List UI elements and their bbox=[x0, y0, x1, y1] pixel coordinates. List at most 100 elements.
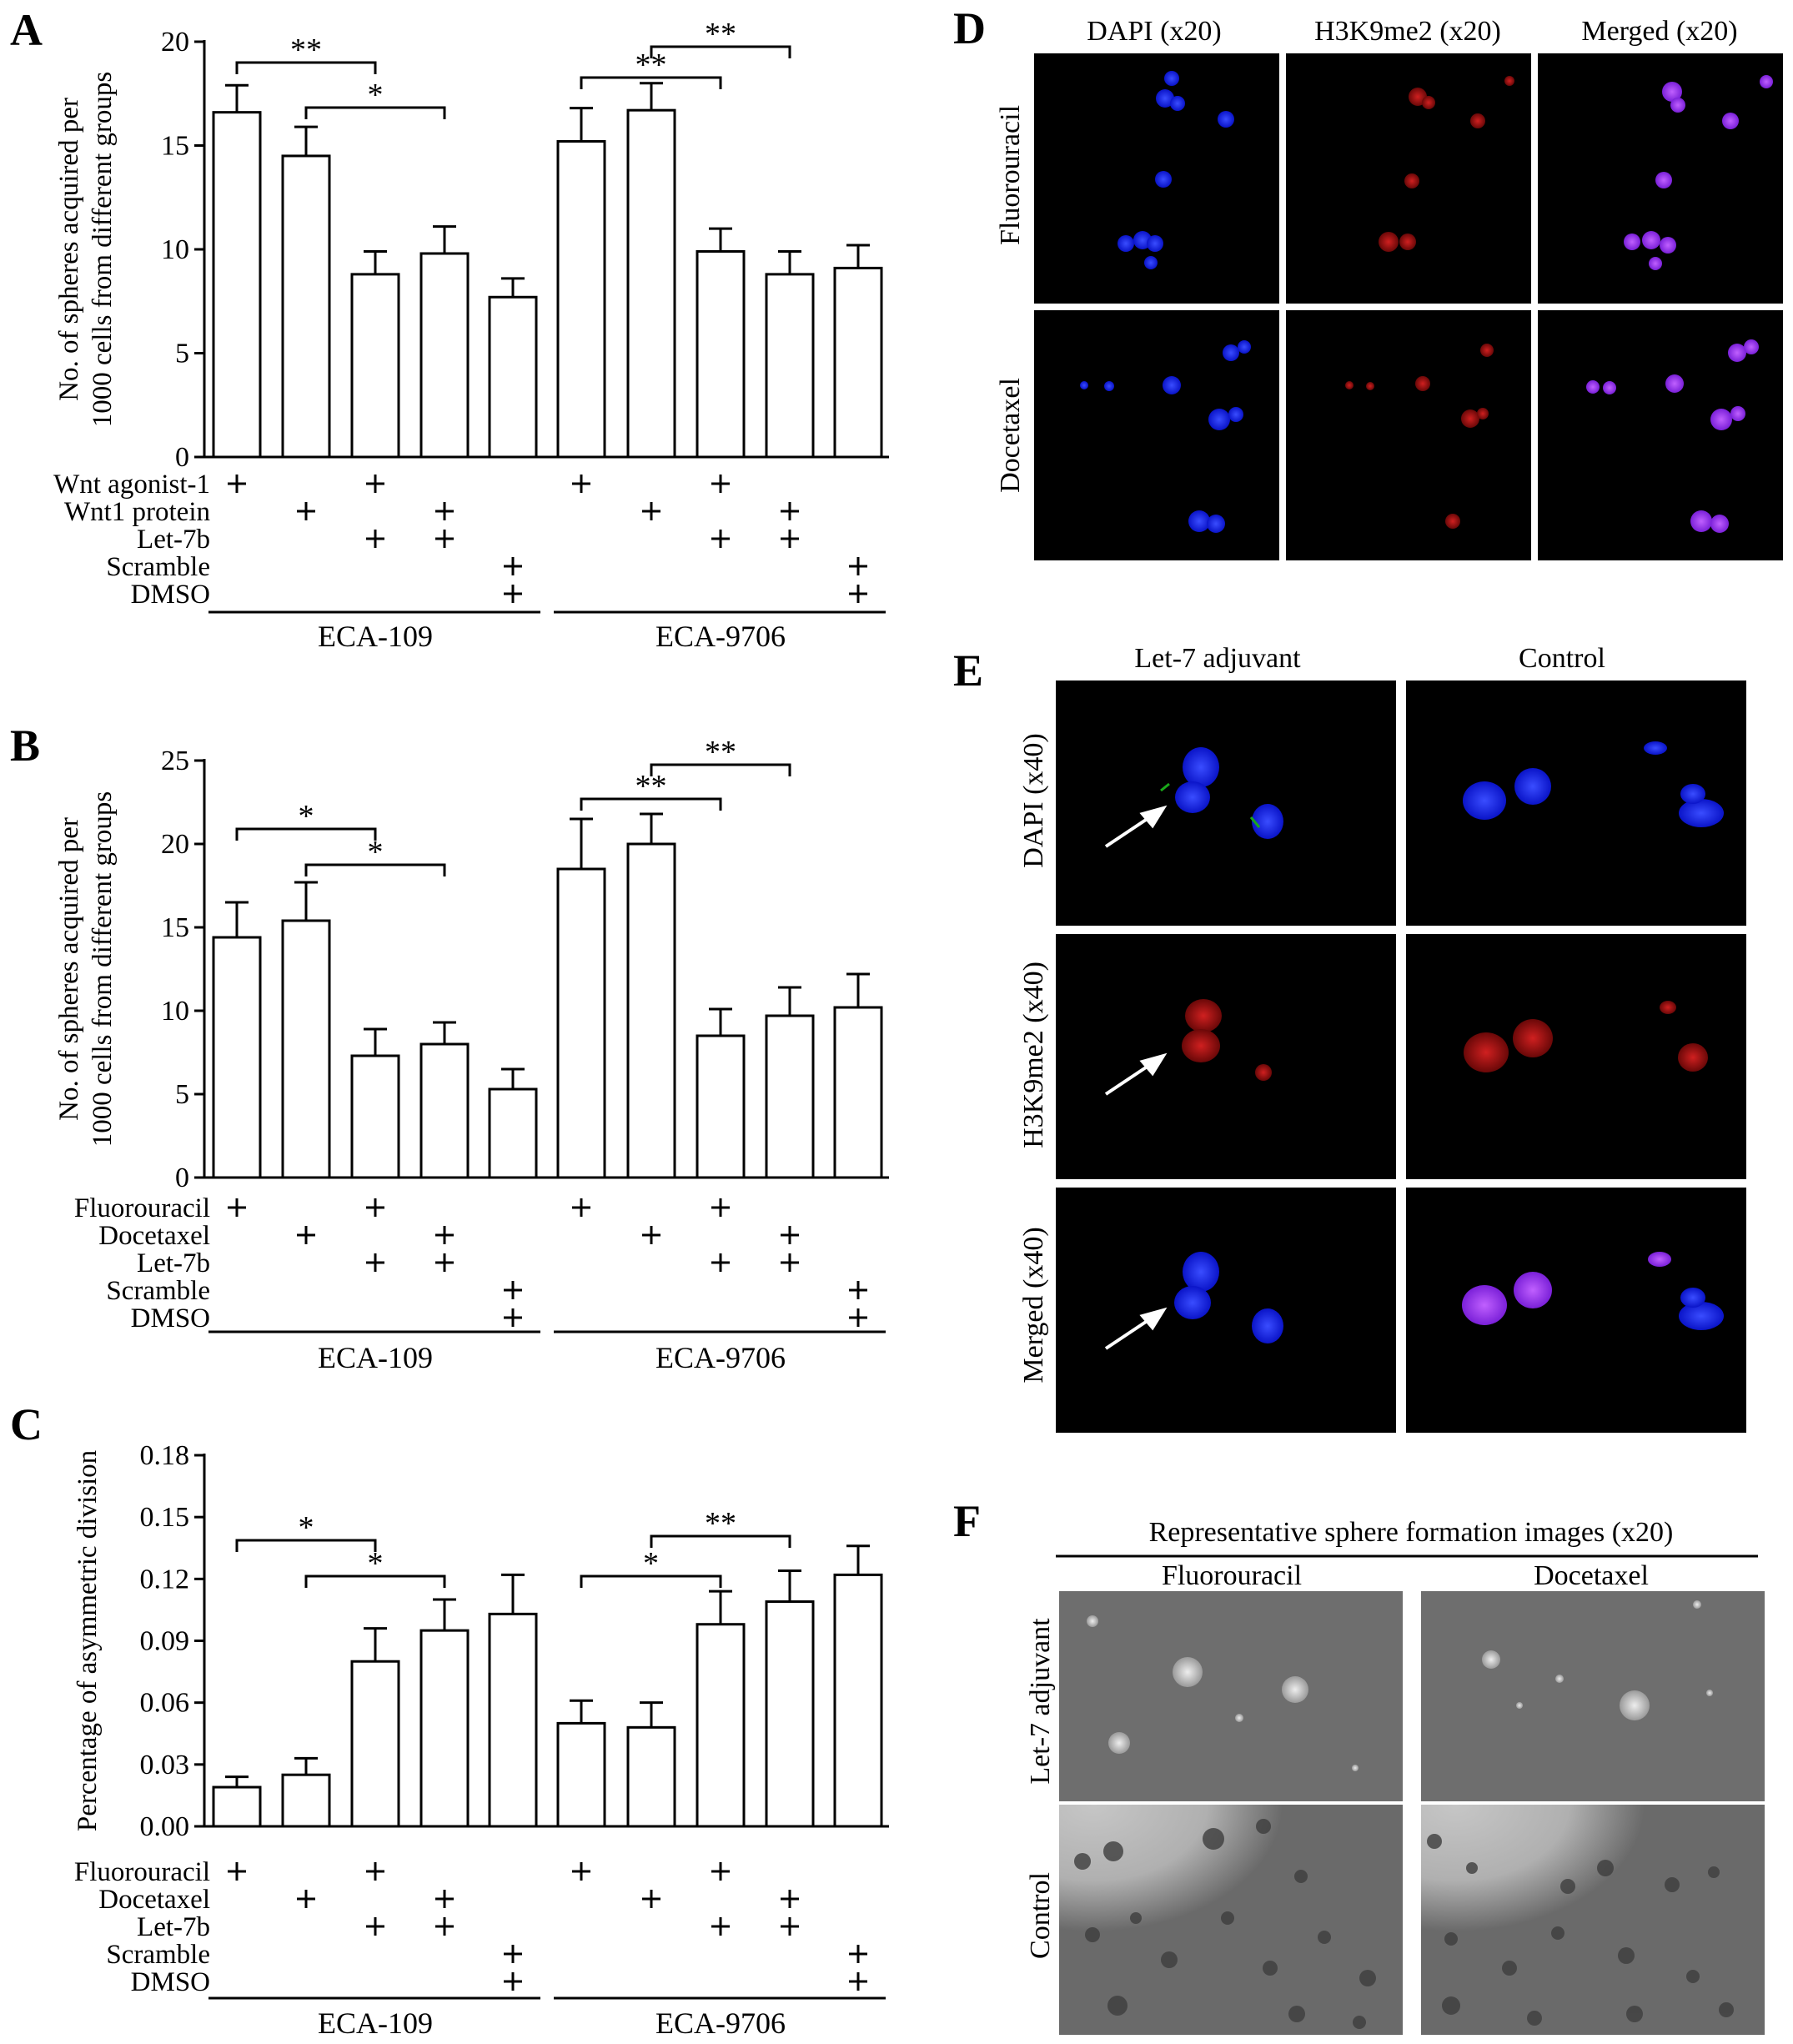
significance-bracket bbox=[235, 1539, 377, 1552]
bar bbox=[419, 252, 470, 459]
panel-d: D DAPI (x20) H3K9me2 (x20) Merged (x20) … bbox=[953, 3, 1783, 560]
significance-bracket bbox=[235, 827, 377, 841]
chart-panel-b: B 0 5 10 15 20 25 No. of spheres acquired per 10… bbox=[10, 721, 889, 1374]
bar bbox=[833, 1573, 883, 1828]
panel-d-row-title-fluorouracil: Fluorouracil bbox=[995, 105, 1026, 245]
treatment-row-label: Let-7b bbox=[137, 1248, 210, 1278]
y-tick-label: 0.00 bbox=[140, 1811, 190, 1842]
bar bbox=[696, 249, 746, 459]
panel-letter-f: F bbox=[953, 1496, 981, 1546]
significance-label: ** bbox=[705, 17, 736, 52]
significance-bracket bbox=[580, 76, 722, 89]
y-tick-label: 0.06 bbox=[140, 1688, 190, 1719]
group-label: ECA-109 bbox=[318, 2006, 433, 2040]
y-tick-label: 0.15 bbox=[140, 1502, 190, 1533]
group-label: ECA-9706 bbox=[655, 2006, 786, 2040]
micrograph-d-docetaxel-h3k9me2 bbox=[1286, 310, 1531, 560]
micrograph-e-let7-h3k9me2 bbox=[1056, 934, 1396, 1179]
panel-letter-e: E bbox=[953, 645, 983, 696]
bar bbox=[833, 1006, 883, 1179]
treatment-row-label: Docetaxel bbox=[98, 1885, 210, 1915]
y-tick-label: 25 bbox=[161, 746, 189, 776]
y-axis-label: No. of spheres acquired per bbox=[54, 98, 84, 401]
treatment-row-label: Wnt1 protein bbox=[64, 497, 210, 527]
panel-d-col-title-merged: Merged (x20) bbox=[1581, 16, 1737, 47]
significance-label: * bbox=[299, 1510, 314, 1545]
micrograph-e-let7-merged bbox=[1056, 1188, 1396, 1433]
panel-letter: C bbox=[10, 1399, 43, 1449]
bar bbox=[556, 867, 606, 1179]
bar bbox=[281, 154, 331, 459]
treatment-row-label: Fluorouracil bbox=[74, 1193, 210, 1223]
y-tick-label: 0.09 bbox=[140, 1626, 190, 1657]
panel-f-row-title-let7: Let-7 adjuvant bbox=[1025, 1618, 1056, 1785]
sphere-image-let7-fluorouracil bbox=[1059, 1591, 1403, 1801]
panel-f-row-title-control: Control bbox=[1025, 1872, 1056, 1959]
y-tick-label: 10 bbox=[161, 234, 189, 265]
significance-bracket bbox=[304, 863, 446, 876]
significance-label: * bbox=[368, 1546, 384, 1581]
panel-e-col-title-let7: Let-7 adjuvant bbox=[1134, 643, 1301, 674]
panel-letter-d: D bbox=[953, 3, 986, 53]
significance-label: * bbox=[368, 78, 384, 113]
y-tick-label: 0.18 bbox=[140, 1440, 190, 1471]
y-tick-label: 15 bbox=[161, 912, 189, 943]
y-tick-label: 10 bbox=[161, 996, 189, 1027]
panel-f-col-title-fluorouracil: Fluorouracil bbox=[1162, 1560, 1302, 1591]
bar bbox=[350, 1054, 400, 1179]
y-axis-label: Percentage of asymmetric division bbox=[73, 1450, 103, 1831]
bar bbox=[281, 1773, 331, 1828]
y-tick-label: 0.12 bbox=[140, 1564, 190, 1595]
significance-bracket bbox=[650, 763, 791, 776]
bar bbox=[419, 1629, 470, 1828]
treatment-row-label: Docetaxel bbox=[98, 1221, 210, 1251]
bar bbox=[350, 1660, 400, 1828]
significance-bracket bbox=[580, 1574, 722, 1588]
panel-d-row-title-docetaxel: Docetaxel bbox=[995, 378, 1026, 493]
treatment-row-label: Let-7b bbox=[137, 525, 210, 555]
treatment-row-label: Fluorouracil bbox=[74, 1857, 210, 1887]
bar bbox=[488, 295, 538, 459]
treatment-row-label: DMSO bbox=[131, 1303, 210, 1333]
bar bbox=[626, 1725, 676, 1828]
y-tick-label: 0 bbox=[175, 442, 189, 473]
bar bbox=[556, 140, 606, 459]
panel-d-col-title-dapi: DAPI (x20) bbox=[1087, 16, 1221, 47]
significance-label: * bbox=[299, 799, 314, 834]
significance-label: * bbox=[368, 835, 384, 870]
bar bbox=[626, 842, 676, 1179]
y-axis-label: No. of spheres acquired per bbox=[54, 817, 84, 1121]
group-label: ECA-9706 bbox=[655, 620, 786, 653]
bar bbox=[419, 1042, 470, 1179]
bar bbox=[281, 919, 331, 1179]
sphere-image-control-docetaxel bbox=[1421, 1805, 1765, 2035]
panel-e-row-title-h3k9me2: H3K9me2 (x40) bbox=[1018, 962, 1049, 1148]
micrograph-e-let7-dapi bbox=[1056, 680, 1396, 926]
group-label: ECA-109 bbox=[318, 1341, 433, 1374]
group-label: ECA-109 bbox=[318, 620, 433, 653]
significance-bracket bbox=[235, 61, 377, 74]
significance-bracket bbox=[304, 106, 446, 119]
treatment-row-label: DMSO bbox=[131, 1967, 210, 1997]
panel-letter: A bbox=[10, 5, 43, 55]
treatment-row-label: Let-7b bbox=[137, 1912, 210, 1942]
treatment-row-label: Wnt agonist-1 bbox=[53, 470, 210, 500]
bar bbox=[626, 108, 676, 459]
y-tick-label: 5 bbox=[175, 1079, 189, 1110]
bar bbox=[833, 266, 883, 459]
bar bbox=[765, 273, 815, 459]
bar bbox=[212, 111, 262, 459]
panel-letter: B bbox=[10, 721, 40, 771]
bar bbox=[696, 1034, 746, 1179]
y-axis-label: 1000 cells from different groups bbox=[88, 791, 118, 1147]
treatment-row-label: Scramble bbox=[106, 552, 210, 582]
y-tick-label: 0 bbox=[175, 1163, 189, 1193]
bar bbox=[556, 1721, 606, 1828]
panel-d-col-title-h3k9me2: H3K9me2 (x20) bbox=[1314, 16, 1501, 47]
treatment-row-label: Scramble bbox=[106, 1940, 210, 1970]
significance-bracket bbox=[304, 1574, 446, 1588]
chart-panel-c: C 0.00 0.03 0.06 0.09 0.12 0.15 0.18 Percentage … bbox=[10, 1399, 889, 2040]
panel-e-row-title-dapi: DAPI (x40) bbox=[1018, 733, 1049, 867]
y-tick-label: 15 bbox=[161, 131, 189, 162]
y-tick-label: 0.03 bbox=[140, 1750, 190, 1780]
